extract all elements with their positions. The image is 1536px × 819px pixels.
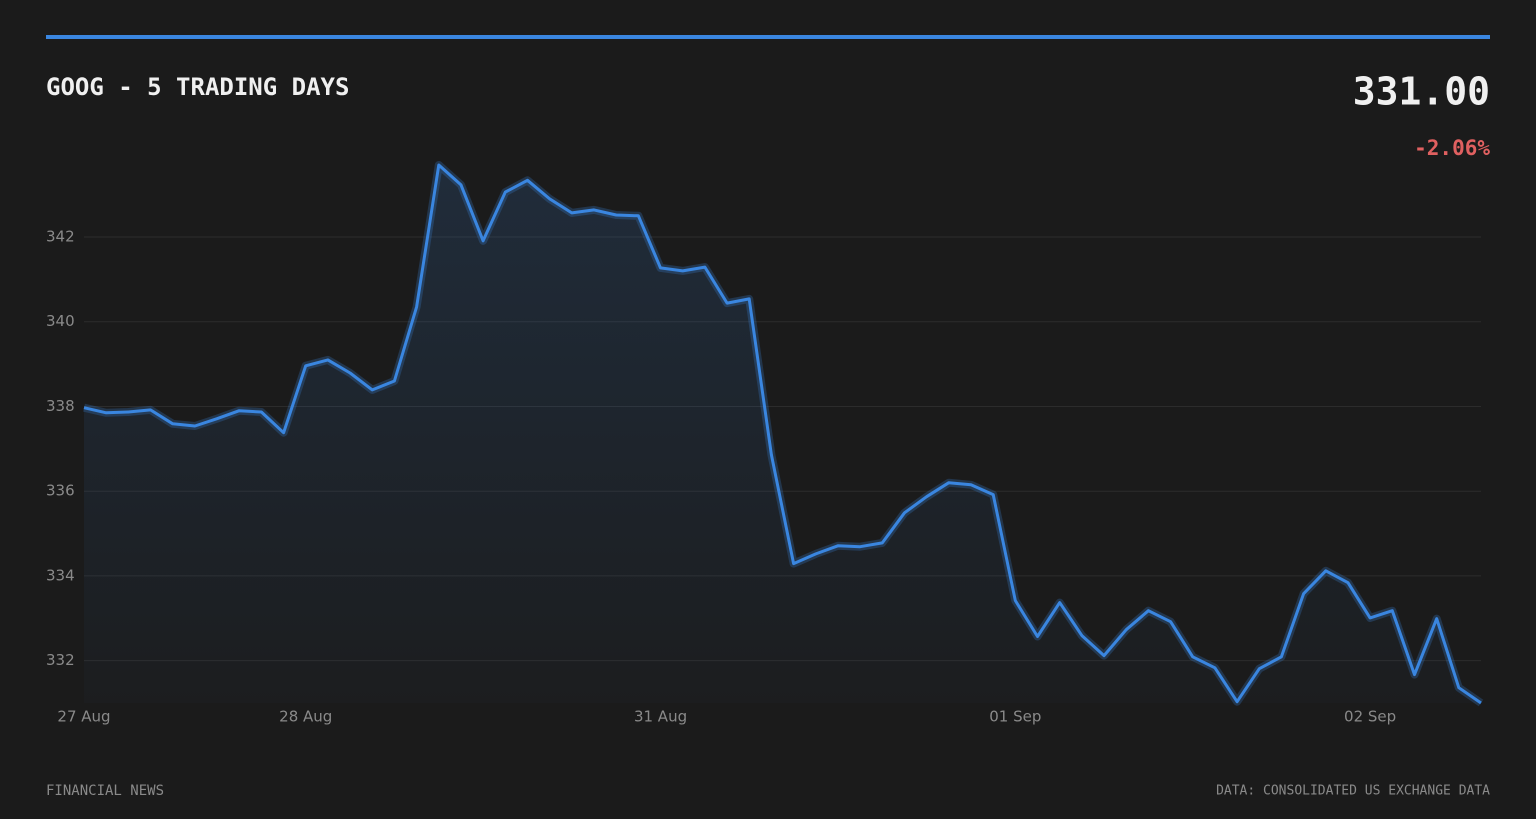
area-fill	[84, 165, 1481, 703]
chart-title: GOOG - 5 TRADING DAYS	[46, 73, 349, 101]
y-tick-label: 340	[46, 312, 75, 330]
y-tick-label: 336	[46, 482, 75, 500]
y-tick-label: 332	[46, 651, 75, 669]
x-tick-label: 27 Aug	[57, 708, 110, 726]
x-tick-label: 02 Sep	[1344, 708, 1396, 726]
y-tick-label: 342	[46, 228, 75, 246]
x-tick-label: 01 Sep	[989, 708, 1041, 726]
price-change: -2.06%	[1414, 136, 1490, 160]
x-tick-label: 31 Aug	[634, 708, 687, 726]
price-line	[83, 163, 1482, 705]
footer-left: FINANCIAL NEWS	[46, 783, 164, 799]
x-tick-label: 28 Aug	[279, 708, 332, 726]
footer-right: DATA: CONSOLIDATED US EXCHANGE DATA	[1216, 784, 1490, 799]
y-tick-label: 334	[46, 566, 75, 584]
y-tick-label: 338	[46, 397, 75, 415]
price: 331.00	[1353, 70, 1490, 114]
top-accent-bar	[46, 35, 1490, 39]
